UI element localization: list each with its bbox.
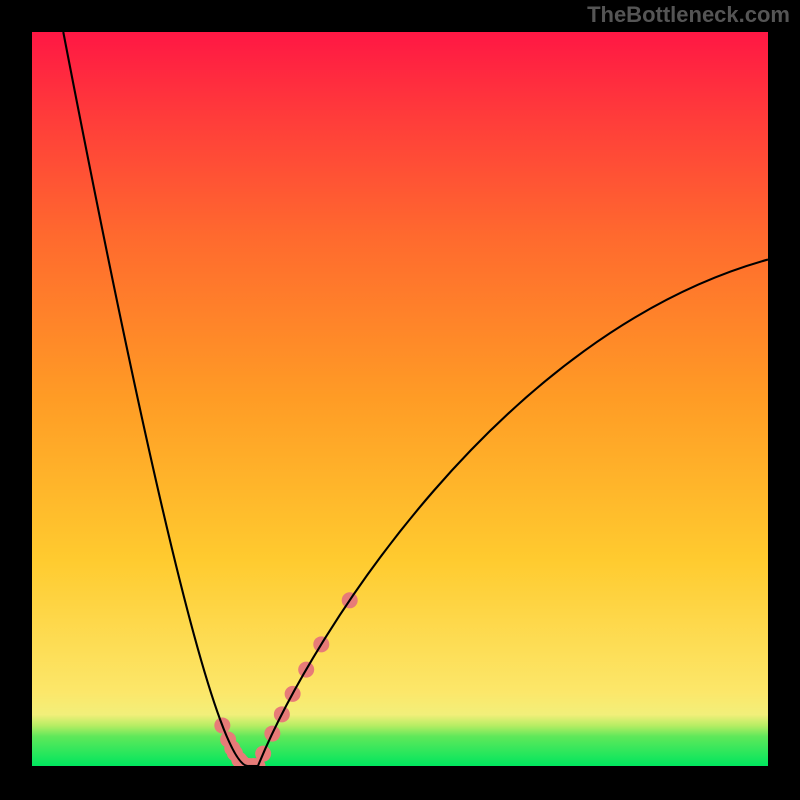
watermark-text: TheBottleneck.com xyxy=(587,2,790,28)
plot-background-gradient xyxy=(32,32,768,766)
bottleneck-chart xyxy=(0,0,800,800)
